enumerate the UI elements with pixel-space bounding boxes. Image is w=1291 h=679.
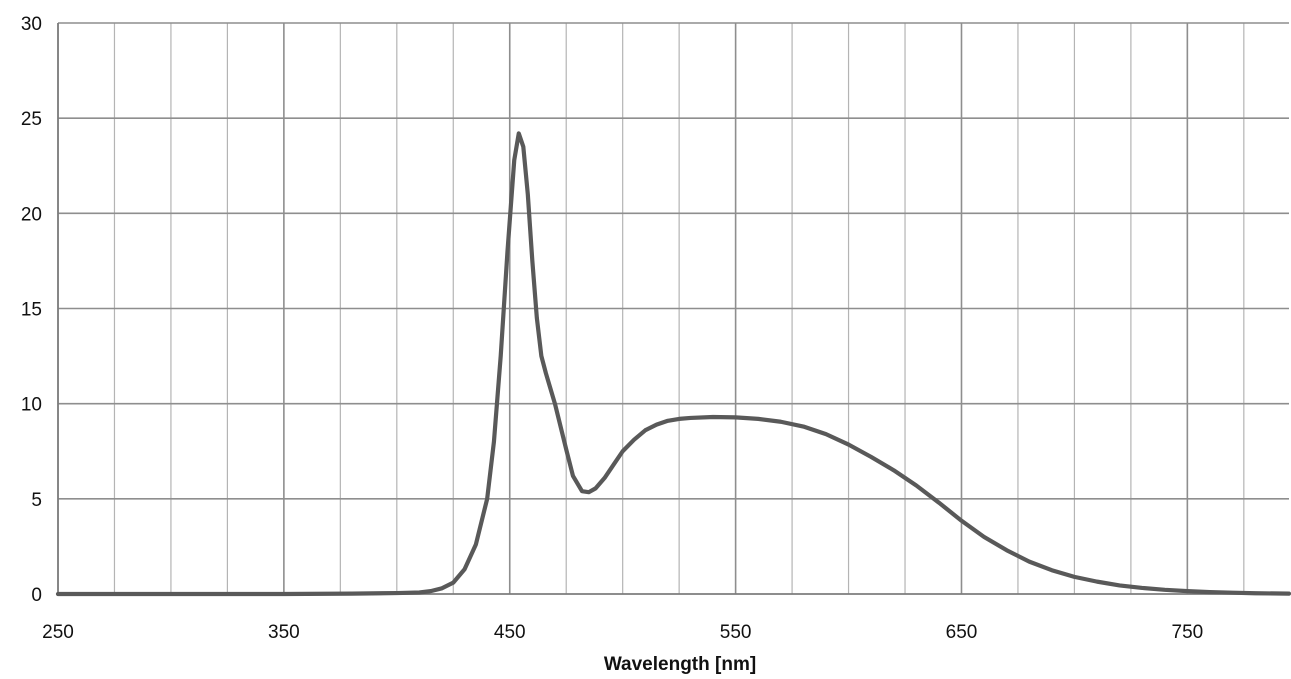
x-tick-label: 650: [946, 622, 978, 643]
x-tick-label: 550: [720, 622, 752, 643]
x-tick-label: 750: [1172, 622, 1204, 643]
x-tick-label: 350: [268, 622, 300, 643]
y-tick-label: 0: [31, 585, 42, 606]
label-layer: Wavelength [nm] 0 5 10 15 20 25 30 250 350 450 550…: [21, 14, 1203, 675]
series-line-0: [55, 131, 1291, 597]
grid-layer: [57, 22, 1289, 595]
y-tick-label: 10: [21, 395, 42, 416]
series-layer: [55, 131, 1291, 597]
y-tick-label: 20: [21, 204, 42, 225]
y-tick-label: 5: [31, 490, 42, 511]
x-tick-label: 450: [494, 622, 526, 643]
x-axis-title: Wavelength [nm]: [604, 654, 756, 675]
y-tick-label: 25: [21, 109, 42, 130]
x-tick-label: 250: [42, 622, 74, 643]
y-tick-label: 30: [21, 14, 42, 35]
y-tick-label: 15: [21, 300, 42, 321]
